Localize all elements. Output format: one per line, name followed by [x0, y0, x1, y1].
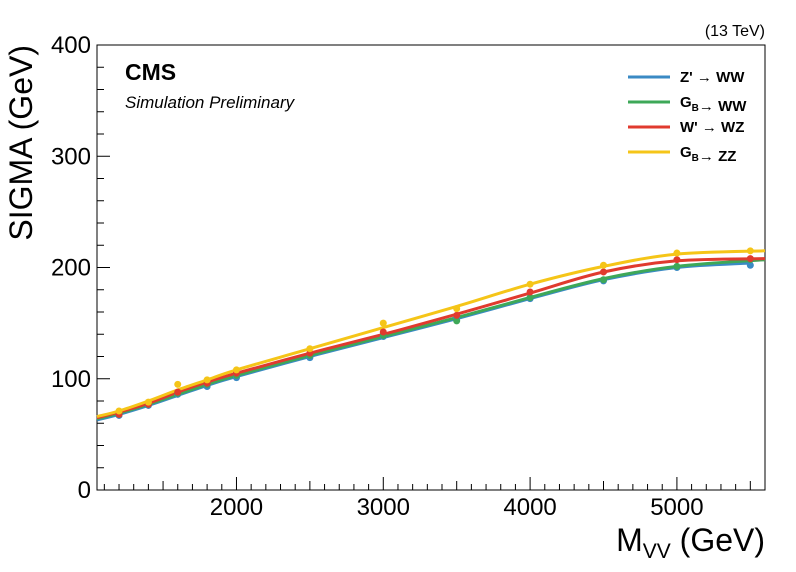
legend-entry-3: GB→ ZZ [680, 144, 736, 165]
series-line-0 [96, 261, 751, 422]
series-point-1 [526, 294, 534, 302]
series-markers [115, 247, 754, 419]
legend-entry-0: Z' → WW [680, 69, 745, 86]
series-point-2 [526, 288, 534, 296]
series-point-2 [600, 268, 608, 276]
series-point-2 [746, 255, 754, 263]
series-point-3 [746, 247, 754, 255]
y-tick-label: 100 [51, 366, 91, 393]
legend: Z' → WW GB→ WW W' → WZ GB→ ZZ [628, 69, 747, 165]
series-point-1 [453, 317, 461, 325]
series-point-3 [673, 249, 681, 257]
series-point-3 [174, 380, 182, 388]
x-axis-title-main: M [616, 522, 643, 558]
legend-entry-2: W' → WZ [680, 119, 744, 136]
x-tick-label: 3000 [357, 494, 410, 521]
y-tick-label: 200 [51, 255, 91, 282]
series-line-2 [96, 257, 766, 420]
x-axis-title-sub: VV [643, 540, 671, 563]
series-point-2 [673, 256, 681, 264]
experiment-label: CMS [125, 59, 176, 85]
series-point-3 [203, 376, 211, 384]
energy-label: (13 TeV) [705, 23, 765, 40]
series-point-3 [306, 345, 314, 353]
series-line-1 [96, 258, 766, 421]
series-point-1 [673, 262, 681, 270]
y-axis-title: SIGMA (GeV) [3, 45, 39, 241]
status-label: Simulation Preliminary [125, 93, 296, 112]
y-tick-label: 0 [78, 477, 91, 504]
series-point-0 [746, 261, 754, 269]
series-line-3 [96, 249, 766, 419]
series-curves [96, 249, 766, 422]
x-axis-title-unit: (GeV) [671, 522, 765, 558]
legend-entry-1: GB→ WW [680, 94, 747, 115]
x-tick-label: 2000 [210, 494, 263, 521]
x-tick-label: 4000 [503, 494, 556, 521]
series-point-2 [174, 388, 182, 396]
y-tick-label: 400 [51, 32, 91, 59]
series-point-1 [600, 276, 608, 284]
series-point-3 [526, 280, 534, 288]
series-point-3 [453, 305, 461, 313]
series-point-2 [453, 311, 461, 319]
y-tick-label: 300 [51, 143, 91, 170]
series-point-3 [379, 319, 387, 327]
series-point-3 [232, 366, 240, 374]
x-axis-title: MVV (GeV) [616, 522, 765, 563]
axis-ticks [97, 44, 766, 491]
series-point-3 [144, 398, 152, 406]
x-tick-label: 5000 [650, 494, 703, 521]
series-point-2 [379, 328, 387, 336]
series-point-3 [115, 407, 123, 415]
series-point-3 [600, 261, 608, 269]
tick-labels: 0 100 200 300 400 2000 3000 4000 5000 [51, 32, 704, 521]
